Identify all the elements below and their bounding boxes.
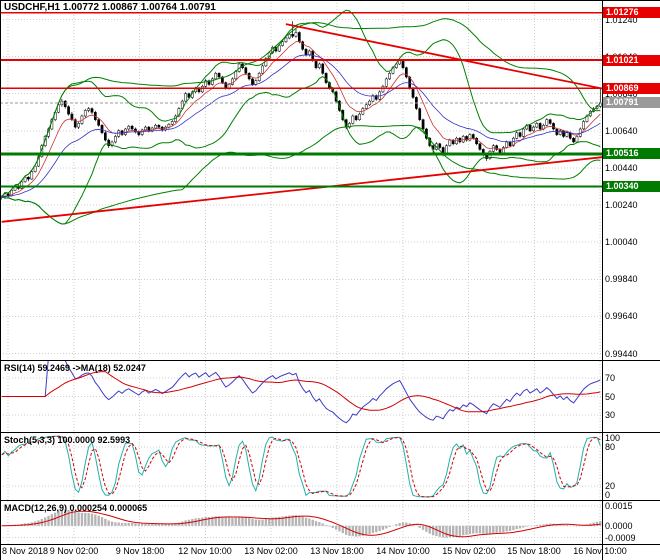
macd-axis-label: 0.0015 [605,501,633,512]
stoch-axis-label: 80 [605,442,616,453]
macd-indicator-label: MACD(12,26,9) 0.000254 0.000065 [4,503,148,513]
time-tick-label: 9 Nov 02:00 [49,546,99,556]
rsi-axis[interactable]: 70 50 30 [603,361,660,432]
time-tick-label: 14 Nov 10:00 [376,546,430,556]
price-level-badge: 1.01276 [603,7,660,19]
panel-divider[interactable] [0,360,660,361]
price-level-badge: 1.01021 [603,54,660,66]
macd-axis-label: 0.0000 [605,520,633,531]
price-level-badge: 1.00869 [603,82,660,94]
price-axis[interactable]: 1.012401.010401.008401.006401.004401.002… [603,0,660,360]
price-tick-label: 1.00240 [605,200,638,211]
price-tick-label: 0.99440 [605,348,638,359]
time-tick-label: 12 Nov 10:00 [178,546,232,556]
price-tick-label: 1.00040 [605,237,638,248]
stoch-axis-label: 0 [605,490,611,500]
candlestick-chart[interactable] [0,0,602,360]
time-tick-label: 8 Nov 2018 [2,546,49,556]
panel-divider[interactable] [0,544,660,545]
panel-divider[interactable] [0,432,660,433]
stochastic-indicator-panel[interactable] [0,433,602,500]
rsi-indicator-panel[interactable] [0,361,602,432]
price-level-badge: 1.00340 [603,181,660,192]
price-tick-label: 1.01240 [605,14,638,25]
stoch-axis-label: 20 [605,480,616,491]
time-tick-label: 13 Nov 02:00 [244,546,298,556]
time-tick-label: 15 Nov 02:00 [442,546,496,556]
macd-axis[interactable]: 0.0015 0.0000 -0.0009 [603,501,660,544]
price-level-badge: 1.00791 [603,97,660,109]
chart-frame-left [0,0,1,560]
macd-axis-label: -0.0009 [605,532,636,543]
price-tick-label: 1.00640 [605,125,638,136]
time-tick-label: 16 Nov 10:00 [573,546,627,556]
stochastic-indicator-label: Stoch(5,3,3) 100.0000 92.5993 [4,435,131,445]
price-tick-label: 1.00440 [605,162,638,173]
chart-frame-top [0,0,660,1]
time-axis[interactable]: 8 Nov 2018 9 Nov 02:00 9 Nov 18:00 12 Nov 1… [0,545,660,560]
rsi-level-label: 70 [605,372,616,383]
time-tick-label: 9 Nov 18:00 [115,546,165,556]
price-tick-label: 0.99640 [605,311,638,322]
price-tick-label: 0.99840 [605,274,638,285]
rsi-level-label: 30 [605,410,616,421]
macd-indicator-panel[interactable] [0,501,602,544]
chart-symbol-ohlc-title: USDCHF,H1 1.00772 1.00867 1.00764 1.0079… [4,2,216,13]
panel-divider[interactable] [0,500,660,501]
time-tick-label: 13 Nov 18:00 [310,546,364,556]
time-tick-label: 15 Nov 18:00 [507,546,561,556]
price-level-badge: 1.00516 [603,148,660,160]
rsi-level-label: 50 [605,391,616,402]
rsi-indicator-label: RSI(14) 59.2469 ->MA(18) 52.0247 [4,363,146,373]
stoch-axis-label: 100 [605,433,621,443]
axis-divider [602,0,603,560]
stochastic-axis[interactable]: 100 80 20 0 [603,433,660,500]
